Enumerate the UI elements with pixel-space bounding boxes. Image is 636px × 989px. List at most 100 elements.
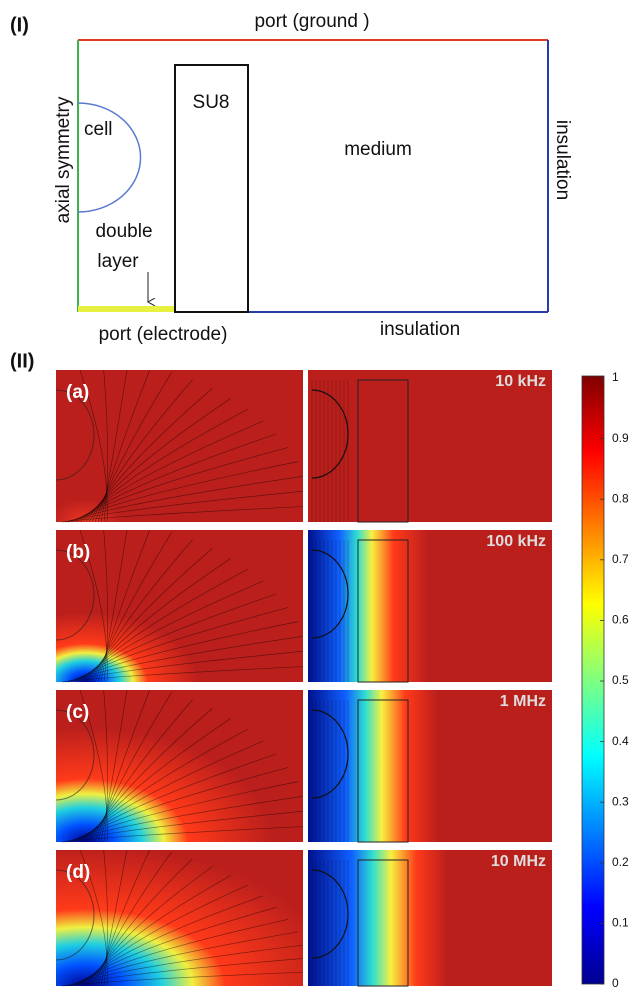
field-line — [82, 569, 248, 683]
field-line — [73, 767, 289, 843]
colorbar-tick-label: 0.4 — [612, 734, 629, 748]
part-label: (I) — [10, 14, 29, 36]
field-line — [67, 635, 304, 683]
field-line — [88, 388, 213, 523]
region-label: medium — [344, 139, 412, 160]
double-layer — [78, 306, 175, 312]
cell-outline — [55, 389, 95, 481]
cell-outline — [77, 102, 142, 213]
region-label: layer — [97, 251, 139, 272]
boundary-label: axial symmetry — [53, 96, 74, 223]
field-line — [88, 708, 213, 843]
cell-outline — [55, 549, 95, 641]
field-line — [91, 379, 193, 523]
cell-outline — [311, 389, 349, 479]
field-line — [100, 529, 128, 683]
field-line — [82, 729, 248, 843]
field-line — [70, 621, 298, 683]
field-map — [308, 850, 552, 986]
panel-label: (c) — [66, 702, 89, 723]
su8-block — [357, 859, 409, 987]
field-map — [308, 530, 552, 682]
field-line — [79, 895, 264, 987]
region-label: cell — [84, 119, 113, 140]
colorbar-tick-label: 0.5 — [612, 673, 629, 687]
field-line — [88, 548, 213, 683]
field-line — [100, 369, 128, 523]
panel-label: (d) — [66, 862, 90, 883]
field-line — [103, 369, 108, 523]
field-line — [61, 666, 304, 683]
field-line — [73, 607, 289, 683]
field-line — [85, 558, 231, 683]
field-line — [91, 858, 193, 987]
field-line — [61, 971, 304, 987]
panel-label: (b) — [66, 542, 90, 563]
field-line — [97, 689, 151, 843]
field-line — [100, 849, 128, 987]
colorbar-tick-label: 0.6 — [612, 613, 629, 627]
field-line — [79, 580, 264, 683]
field-line — [85, 875, 231, 987]
field-line — [103, 849, 108, 987]
boundary-label: port (electrode) — [99, 324, 228, 345]
colorbar-tick-label: 0.7 — [612, 552, 629, 566]
field-line — [67, 475, 304, 523]
field-map — [56, 530, 303, 682]
field-line — [91, 539, 193, 683]
field-line — [70, 931, 298, 987]
cell-outline — [55, 709, 95, 801]
field-line — [85, 718, 231, 843]
field-line — [64, 650, 304, 683]
field-line — [100, 689, 128, 843]
colorbar-tick-label: 0.2 — [612, 855, 629, 869]
cell-outline — [311, 869, 349, 959]
field-line — [70, 781, 298, 843]
field-line — [64, 490, 304, 523]
panel-label: (a) — [66, 382, 89, 403]
field-line — [61, 506, 304, 523]
boundary-label: port (ground ) — [254, 11, 369, 32]
boundary-label: insulation — [552, 120, 573, 200]
field-map — [308, 370, 552, 522]
field-line — [61, 826, 304, 843]
field-line — [79, 849, 108, 987]
field-line — [94, 532, 172, 683]
colorbar — [581, 375, 605, 985]
field-line — [88, 866, 213, 987]
frequency-label: 100 kHz — [486, 533, 546, 550]
region-label: SU8 — [193, 92, 230, 113]
su8-block — [357, 699, 409, 843]
field-line — [67, 795, 304, 843]
cell-outline — [55, 869, 95, 961]
field-line — [79, 529, 108, 683]
field-line — [94, 692, 172, 843]
colorbar-tick-label: 0.3 — [612, 794, 629, 808]
colorbar-tick-label: 0.9 — [612, 431, 629, 445]
field-line — [91, 699, 193, 843]
colorbar-tick-label: 0 — [612, 976, 619, 989]
su8-block — [174, 64, 249, 313]
field-line — [82, 884, 248, 987]
field-line — [70, 461, 298, 523]
field-map — [56, 850, 303, 986]
field-line — [79, 420, 264, 523]
field-line — [94, 372, 172, 523]
field-line — [79, 689, 108, 843]
field-line — [97, 369, 151, 523]
field-line — [103, 689, 108, 843]
field-map — [56, 690, 303, 842]
field-line — [76, 753, 277, 843]
colorbar-tick-label: 0.1 — [612, 916, 629, 930]
frequency-label: 10 kHz — [495, 373, 546, 390]
field-line — [67, 944, 304, 987]
field-line — [64, 810, 304, 843]
su8-block — [357, 539, 409, 683]
field-line — [76, 906, 277, 987]
field-line — [97, 849, 151, 987]
field-line — [103, 529, 108, 683]
field-map — [56, 370, 303, 522]
colorbar-tick-label: 1 — [612, 370, 619, 384]
field-line — [79, 369, 108, 523]
